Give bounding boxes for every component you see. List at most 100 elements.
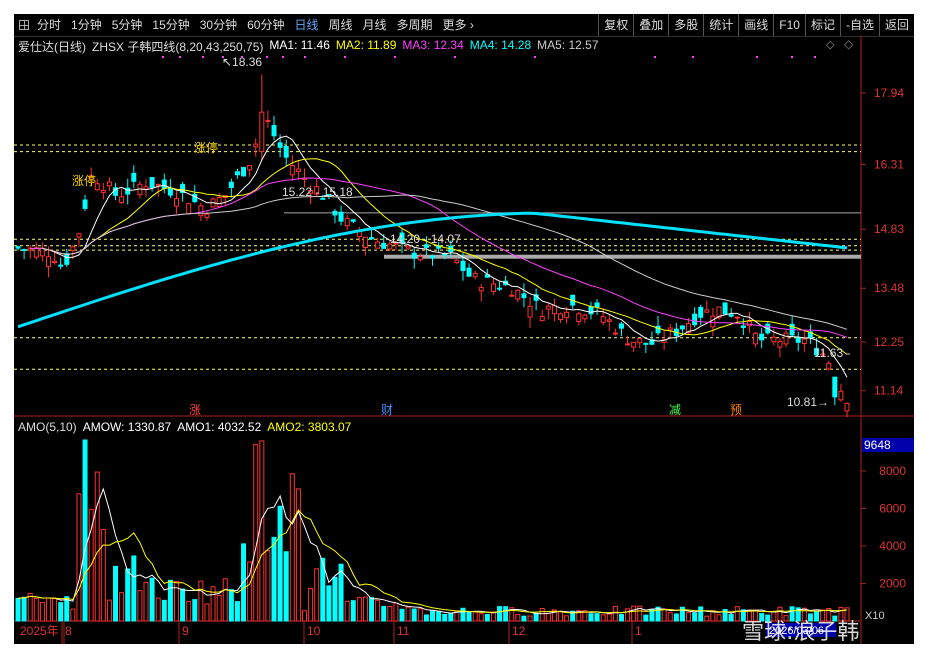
signal-dot [222,56,224,58]
main-indicator-header: 爱仕达(日线) ZHSX 子韩四线(8,20,43,250,75) MA1: 1… [18,38,599,54]
volume-bar [155,597,161,622]
volume-bar [564,615,570,622]
tab-monthly[interactable]: 月线 [362,18,387,32]
signal-dot [394,56,396,58]
chart-canvas[interactable]: 17.94 16.31 14.83 13.48 12.25 11.14 ↖18.36 10.8… [14,14,914,644]
candlestick [119,196,125,204]
candlestick [161,179,167,189]
volume-bar [801,607,807,622]
candlestick [759,333,765,341]
candlestick [289,165,295,176]
volume-bar [253,444,259,622]
volume-bar [765,614,771,622]
tab-5min[interactable]: 5分钟 [111,18,143,32]
volume-bar [448,612,454,622]
volume-bar [698,606,704,622]
candlestick [594,302,600,308]
tab-1min[interactable]: 1分钟 [71,18,102,32]
multi-stock-button[interactable]: 多股 [668,14,703,36]
amo-name[interactable]: AMO(5,10) [18,420,77,434]
signal-dot [202,56,204,58]
tab-more[interactable]: 更多 › [438,14,479,36]
ma1-value: MA1: 11.46 [269,38,330,52]
tab-30min[interactable]: 30分钟 [199,18,238,32]
statistics-button[interactable]: 统计 [703,14,738,36]
tab-15min[interactable]: 15分钟 [152,18,190,32]
candlestick [551,305,557,315]
candlestick [186,203,192,215]
candlestick [618,323,624,329]
volume-bar [210,586,216,622]
candlestick [369,237,375,240]
candlestick [545,305,551,310]
volume-bar [94,471,100,622]
tab-multi-period[interactable]: 多周期 [396,18,433,32]
candlestick [643,342,649,345]
indicator-name[interactable]: ZHSX 子韩四线(8,20,43,250,75) [92,40,264,54]
tab-more-label: 更多 [442,18,467,32]
signal-dot [756,56,758,58]
date-label: 11 [397,624,410,638]
overlay-button[interactable]: 叠加 [633,14,668,36]
candlestick [308,189,314,194]
volume-bar [320,557,326,622]
candlestick [88,175,94,179]
candlestick [558,313,564,320]
volume-bar [106,599,112,622]
volume-bar [33,597,39,622]
candlestick [143,186,149,190]
price-axis-label: 16.31 [874,157,904,171]
volume-bar [45,597,51,622]
volume-bar [484,614,490,622]
volume-bar [844,607,850,622]
ma4-value: MA4: 14.28 [469,38,532,52]
candlestick [600,316,606,323]
candlestick [539,315,545,322]
restore-rights-button[interactable]: 复权 [598,14,633,36]
volume-bar [283,551,289,622]
volume-bar [832,615,838,622]
remove-watchlist-button[interactable]: -自选 [839,14,879,36]
candlestick [753,332,759,345]
tab-fenshi[interactable]: 分时 [37,18,62,32]
candlestick [722,302,728,315]
volume-bar [369,597,375,622]
candlestick [795,337,801,343]
candlestick [375,241,381,249]
candlestick [247,165,253,171]
volume-bar [759,613,765,622]
signal-dot [162,56,164,58]
tab-daily[interactable]: 日线 [294,18,319,32]
candlestick [838,390,844,401]
mark-button[interactable]: 标记 [804,14,840,36]
volume-bar [149,577,155,622]
tab-60min[interactable]: 60分钟 [247,18,285,32]
candlestick [15,246,21,249]
f10-button[interactable]: F10 [773,14,805,36]
signal-dot [304,56,306,58]
volume-bar [332,576,338,622]
toolbar: 分时 1分钟 5分钟 15分钟 30分钟 60分钟 日线 周线 月线 多周期 更… [14,14,914,37]
collapse-icon[interactable]: ◇ [826,39,835,51]
candlestick [52,260,58,264]
candlestick [70,246,76,252]
volume-bar [375,599,381,622]
volume-bar [247,561,253,622]
back-button[interactable]: 返回 [878,14,914,36]
volume-bar [545,612,551,622]
candlestick [466,267,472,277]
tab-weekly[interactable]: 周线 [328,18,353,32]
amo1-line [17,487,848,615]
volume-bar [344,600,350,622]
candlestick [667,327,673,331]
close-icon[interactable]: ◇ [844,37,854,51]
candlestick [155,183,161,187]
candlestick [167,188,173,196]
candlestick [33,247,39,258]
draw-line-button[interactable]: 画线 [738,14,773,36]
volume-top-label: 9648 [864,438,891,452]
candlestick [716,306,722,319]
volume-bar [436,611,442,622]
grid-icon[interactable] [16,14,32,36]
candlestick [381,242,387,249]
